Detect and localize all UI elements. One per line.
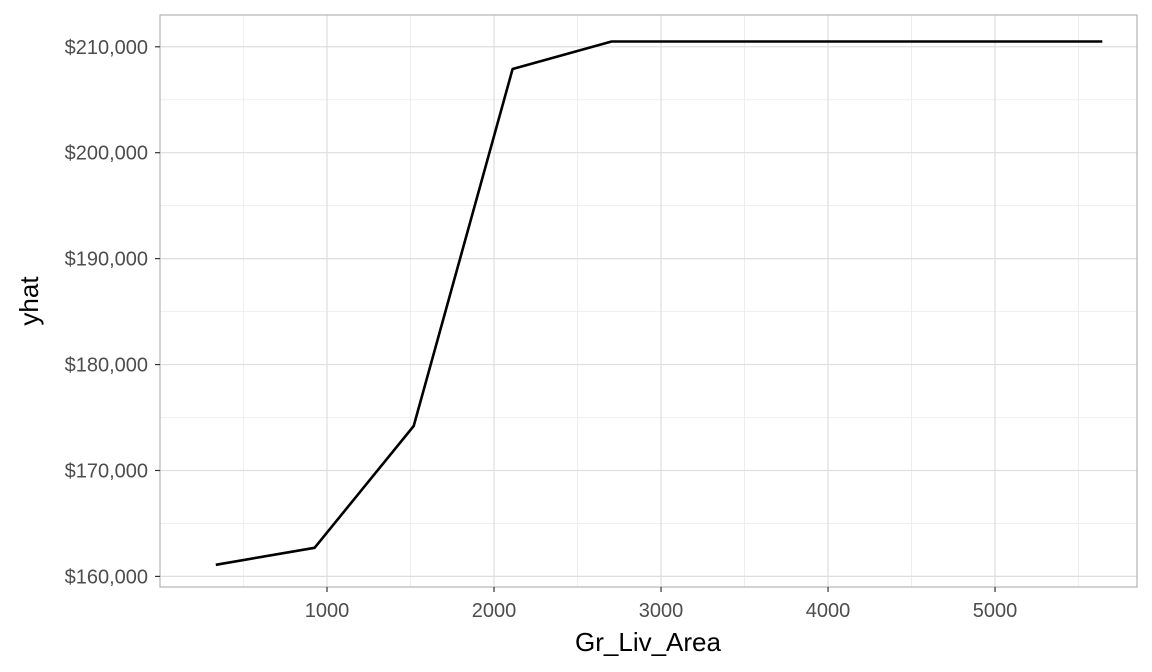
x-tick-label: 3000 — [639, 600, 684, 622]
x-tick-label: 2000 — [472, 600, 517, 622]
x-axis: 1000 2000 3000 4000 5000 — [305, 587, 1018, 622]
x-tick-label: 1000 — [305, 600, 350, 622]
series-layer — [215, 40, 1103, 567]
y-axis-title: yhat — [14, 276, 44, 326]
x-axis-title: Gr_Liv_Area — [575, 627, 721, 657]
x-tick-label: 5000 — [973, 600, 1018, 622]
y-tick-label: $180,000 — [65, 355, 148, 377]
plot-background — [160, 15, 1137, 587]
y-tick-label: $160,000 — [65, 566, 148, 588]
plot-border — [159, 14, 1138, 588]
y-axis: $160,000 $170,000 $180,000 $190,000 $200,000… — [65, 37, 160, 588]
y-tick-label: $210,000 — [65, 37, 148, 59]
y-tick-label: $190,000 — [65, 249, 148, 271]
y-tick-label: $170,000 — [65, 460, 148, 482]
series-line-1 — [215, 40, 1103, 567]
major-gridlines — [160, 15, 1137, 587]
minor-gridlines — [160, 15, 1137, 587]
y-tick-label: $200,000 — [65, 143, 148, 165]
x-tick-label: 4000 — [806, 600, 851, 622]
